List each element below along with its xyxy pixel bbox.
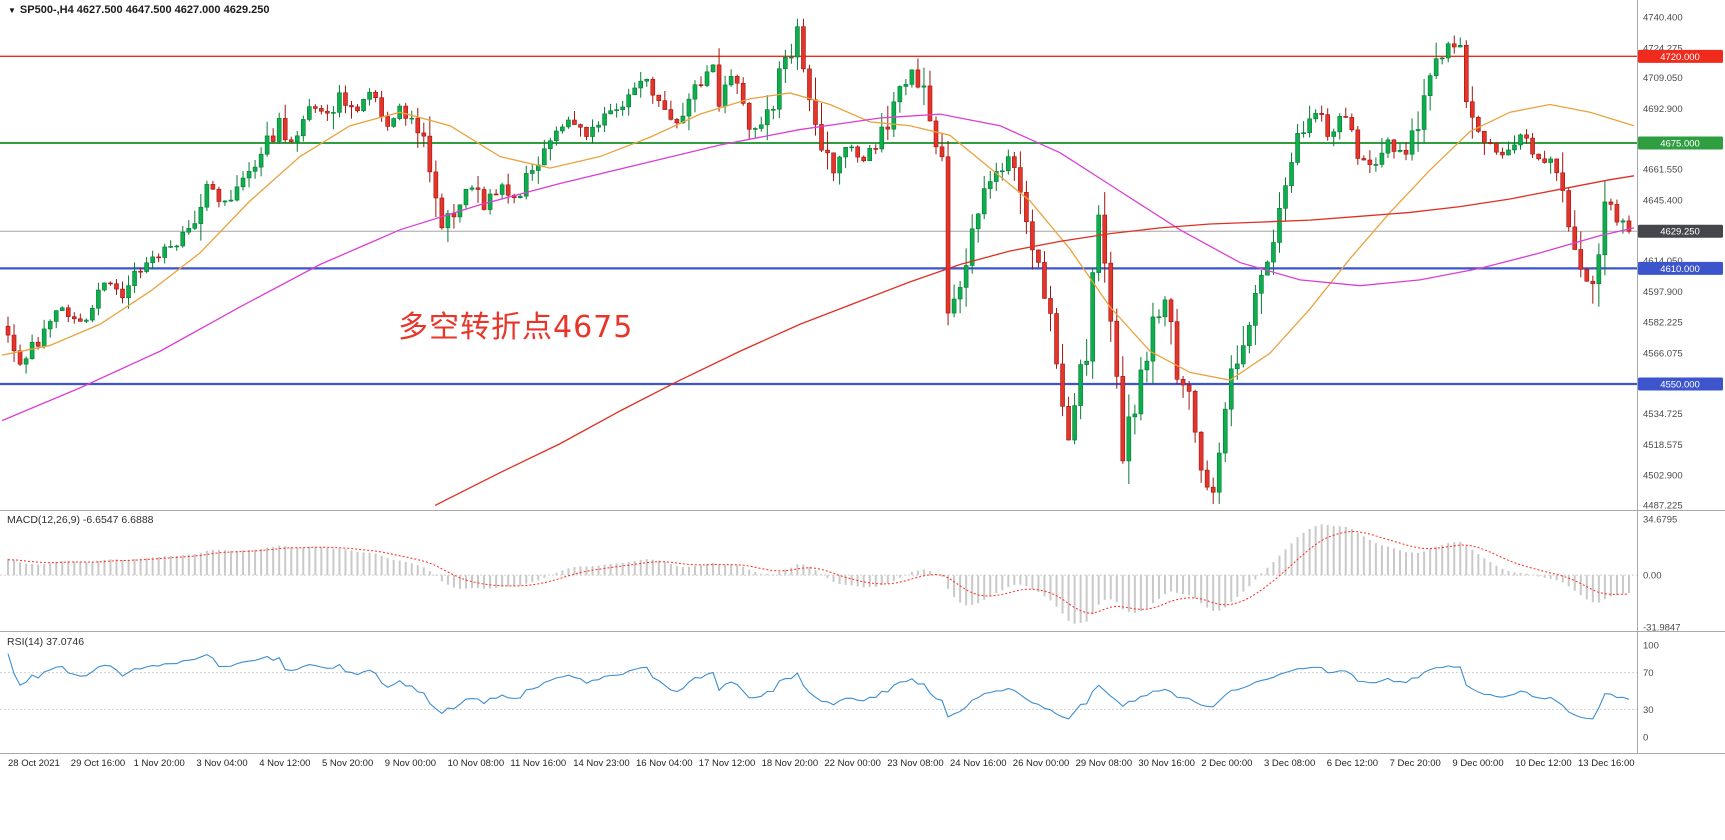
svg-text:4720.000: 4720.000 <box>1660 52 1700 63</box>
svg-text:4518.575: 4518.575 <box>1643 440 1683 451</box>
ma-orange <box>1 92 1635 381</box>
time-label: 29 Nov 08:00 <box>1076 758 1133 769</box>
svg-text:4566.075: 4566.075 <box>1643 349 1683 360</box>
macd-panel: 34.6795 0.00 -31.9847 <box>0 515 1681 634</box>
time-axis: 28 Oct 2021 29 Oct 16:00 1 Nov 20:00 3 Nov … <box>8 758 1635 769</box>
time-label: 10 Nov 08:00 <box>448 758 505 769</box>
time-label: 13 Dec 16:00 <box>1578 758 1635 769</box>
price-badge <box>1638 136 1723 150</box>
chart-dropdown-icon[interactable]: ▼ <box>8 6 16 15</box>
time-label: 2 Dec 00:00 <box>1201 758 1252 769</box>
macd-signal-line <box>8 530 1630 614</box>
svg-text:4582.225: 4582.225 <box>1643 317 1683 328</box>
time-label: 30 Nov 16:00 <box>1138 758 1195 769</box>
svg-text:4550.000: 4550.000 <box>1660 379 1700 390</box>
svg-text:0: 0 <box>1643 733 1648 744</box>
price-badge <box>1638 261 1723 275</box>
ma-red <box>434 175 1635 507</box>
time-label: 3 Dec 08:00 <box>1264 758 1315 769</box>
svg-text:4709.050: 4709.050 <box>1643 73 1683 84</box>
time-label: 9 Nov 00:00 <box>385 758 436 769</box>
time-label: 22 Nov 00:00 <box>824 758 881 769</box>
time-label: 23 Nov 08:00 <box>887 758 944 769</box>
macd-indicator-label: MACD(12,26,9) -6.6547 6.6888 <box>7 514 154 526</box>
price-axis: 4740.400 4724.275 4709.050 4692.900 4661.550… <box>1638 13 1723 512</box>
rsi-indicator-label: RSI(14) 37.0746 <box>7 636 85 648</box>
time-label: 18 Nov 20:00 <box>762 758 819 769</box>
time-label: 11 Nov 16:00 <box>510 758 566 769</box>
svg-text:4597.900: 4597.900 <box>1643 287 1683 298</box>
panel-borders <box>0 0 1725 754</box>
ma-lines-layer <box>1 92 1635 507</box>
time-label: 28 Oct 2021 <box>8 758 60 769</box>
ma-magenta <box>1 113 1635 422</box>
time-label: 9 Dec 00:00 <box>1452 758 1503 769</box>
time-label: 26 Nov 00:00 <box>1013 758 1070 769</box>
time-label: 1 Nov 20:00 <box>134 758 185 769</box>
time-label: 7 Dec 20:00 <box>1390 758 1441 769</box>
time-label: 24 Nov 16:00 <box>950 758 1007 769</box>
time-label: 17 Nov 12:00 <box>699 758 756 769</box>
time-label: 10 Dec 12:00 <box>1515 758 1572 769</box>
svg-text:4740.400: 4740.400 <box>1643 13 1683 24</box>
rsi-line <box>7 653 1630 720</box>
svg-text:70: 70 <box>1643 668 1654 679</box>
svg-text:4502.900: 4502.900 <box>1643 470 1683 481</box>
svg-text:4675.000: 4675.000 <box>1660 139 1700 150</box>
time-label: 5 Nov 20:00 <box>322 758 373 769</box>
price-badge <box>1638 377 1723 391</box>
time-label: 29 Oct 16:00 <box>71 758 125 769</box>
svg-text:4645.400: 4645.400 <box>1643 196 1683 207</box>
svg-text:0.00: 0.00 <box>1643 571 1662 582</box>
time-label: 16 Nov 04:00 <box>636 758 693 769</box>
candles-layer <box>5 18 1632 504</box>
svg-text:100: 100 <box>1643 641 1659 652</box>
svg-text:4661.550: 4661.550 <box>1643 164 1683 175</box>
svg-text:4610.000: 4610.000 <box>1660 264 1700 275</box>
svg-text:4692.900: 4692.900 <box>1643 104 1683 115</box>
chart-header: ▼ SP500-,H4 4627.500 4647.500 4627.000 46… <box>8 4 269 16</box>
svg-text:34.6795: 34.6795 <box>1643 515 1677 526</box>
svg-text:4534.725: 4534.725 <box>1643 409 1683 420</box>
time-label: 3 Nov 04:00 <box>196 758 247 769</box>
price-badge <box>1638 224 1723 238</box>
svg-text:30: 30 <box>1643 705 1654 716</box>
time-label: 6 Dec 12:00 <box>1327 758 1378 769</box>
rsi-panel: 100 70 30 0 <box>0 641 1659 744</box>
price-badge <box>1638 49 1723 63</box>
svg-text:4629.250: 4629.250 <box>1660 227 1700 238</box>
svg-text:-31.9847: -31.9847 <box>1643 623 1681 634</box>
svg-text:4487.225: 4487.225 <box>1643 501 1683 512</box>
horizontal-lines-layer[interactable] <box>0 55 1637 386</box>
time-label: 14 Nov 23:00 <box>573 758 630 769</box>
chart-annotation-text: 多空转折点4675 <box>398 310 634 345</box>
svg-text:4614.050: 4614.050 <box>1643 256 1683 267</box>
chart-title-ohlc: SP500-,H4 4627.500 4647.500 4627.000 462… <box>19 4 270 16</box>
svg-text:4724.275: 4724.275 <box>1643 44 1683 55</box>
time-label: 4 Nov 12:00 <box>259 758 310 769</box>
